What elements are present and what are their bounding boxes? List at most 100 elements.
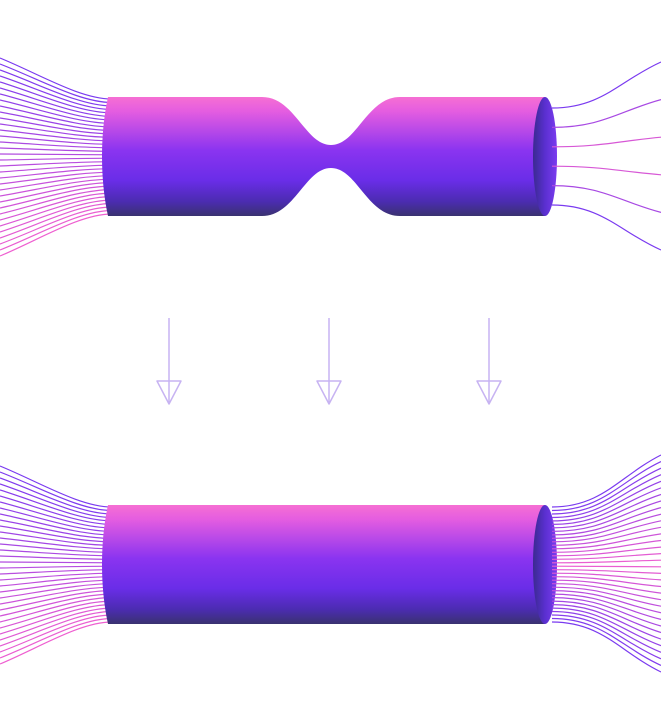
constricted-tube-body: [102, 97, 545, 216]
field-line: [0, 590, 113, 611]
uniform-tube-body: [102, 505, 545, 624]
transition-arrows: [156, 318, 502, 405]
field-line: [551, 136, 661, 148]
field-line: [551, 474, 661, 519]
field-line: [551, 607, 661, 647]
field-line: [0, 153, 113, 156]
field-line: [551, 185, 661, 213]
field-line: [0, 549, 113, 557]
uniform-tube-panel: [0, 454, 661, 673]
field-line: [0, 597, 113, 623]
field-line: [0, 489, 113, 522]
field-line: [551, 559, 661, 564]
uniform-tube-end-cap: [533, 505, 557, 624]
field-line: [0, 614, 113, 653]
constricted-tube-end-cap: [533, 97, 557, 216]
field-line: [551, 565, 661, 568]
field-line: [551, 533, 661, 550]
field-line: [0, 610, 113, 647]
right-field-lines-top: [551, 61, 661, 251]
field-line: [551, 454, 661, 508]
down-arrow-icon: [156, 318, 182, 405]
field-line: [551, 621, 661, 673]
field-line: [0, 525, 113, 543]
field-line: [0, 586, 113, 605]
field-line: [551, 572, 661, 581]
field-line: [551, 526, 661, 546]
field-line: [551, 165, 661, 176]
field-line: [551, 617, 661, 666]
field-line: [551, 590, 661, 614]
field-line: [551, 513, 661, 539]
field-line: [551, 600, 661, 634]
field-line: [0, 189, 113, 215]
field-line: [551, 604, 661, 640]
field-line: [0, 171, 113, 185]
field-line: [0, 501, 113, 529]
field-line: [551, 569, 661, 574]
field-line: [0, 569, 113, 575]
field-line: [0, 105, 113, 128]
field-line: [0, 483, 113, 519]
field-line: [0, 561, 113, 564]
field-line: [0, 593, 113, 617]
field-line: [0, 202, 113, 239]
field-line: [0, 196, 113, 227]
field-line: [0, 147, 113, 152]
field-line: [0, 117, 113, 135]
field-line: [0, 69, 113, 107]
field-line: [0, 607, 113, 641]
field-line: [551, 99, 661, 128]
down-arrow-icon: [476, 318, 502, 405]
field-line: [551, 493, 661, 529]
field-line: [551, 507, 661, 536]
field-line: [551, 597, 661, 627]
field-line: [0, 565, 113, 569]
field-line: [0, 161, 113, 167]
field-line: [0, 600, 113, 629]
field-line: [0, 175, 113, 191]
field-line: [0, 583, 113, 599]
field-line: [0, 495, 113, 525]
field-line: [0, 537, 113, 550]
field-line: [551, 576, 661, 588]
field-line: [0, 513, 113, 536]
left-field-lines-bottom: [0, 465, 113, 665]
field-line: [0, 123, 113, 138]
field-line: [0, 111, 113, 131]
field-line: [551, 614, 661, 660]
field-line: [0, 135, 113, 145]
field-line: [551, 487, 661, 525]
field-line: [551, 586, 661, 607]
field-line: [0, 209, 113, 251]
field-line: [0, 477, 113, 515]
field-line: [0, 178, 113, 197]
right-field-lines-bottom: [551, 454, 661, 673]
field-line: [0, 141, 113, 149]
field-line: [551, 553, 661, 560]
field-line: [551, 500, 661, 532]
field-line: [0, 555, 113, 560]
field-line: [0, 543, 113, 553]
field-line: [0, 572, 113, 581]
field-line: [0, 164, 113, 173]
field-line: [0, 576, 113, 587]
field-line: [0, 87, 113, 117]
constricted-tube-panel: [0, 57, 661, 257]
field-line: [0, 617, 113, 659]
field-line: [0, 579, 113, 593]
field-line: [551, 520, 661, 543]
down-arrow-icon: [316, 318, 342, 405]
field-line: [0, 519, 113, 539]
field-line: [0, 99, 113, 124]
field-line: [0, 75, 113, 111]
field-line: [0, 93, 113, 121]
field-line: [0, 157, 113, 161]
field-line: [0, 182, 113, 203]
field-line: [551, 61, 661, 109]
left-field-lines-top: [0, 57, 113, 257]
field-line: [0, 604, 113, 635]
field-line: [0, 206, 113, 245]
field-line: [551, 546, 661, 557]
